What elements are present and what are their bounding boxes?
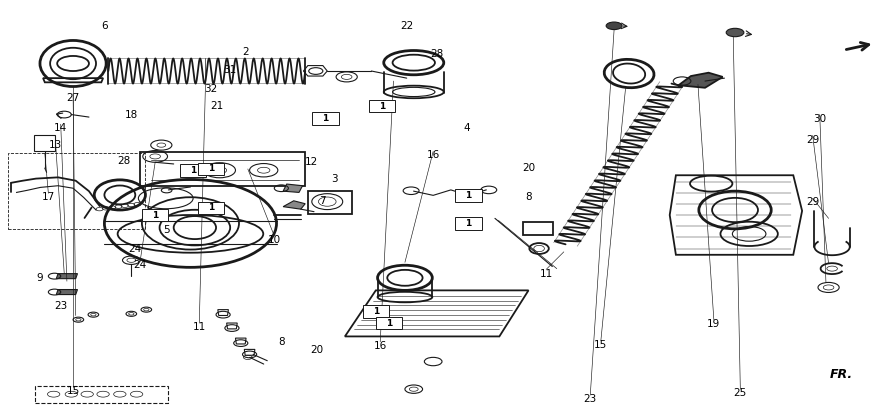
Text: 19: 19 <box>707 319 720 329</box>
Text: 30: 30 <box>813 114 827 124</box>
Text: 14: 14 <box>54 123 67 134</box>
Text: 15: 15 <box>594 340 607 350</box>
Text: 22: 22 <box>400 21 414 31</box>
FancyBboxPatch shape <box>197 202 224 214</box>
FancyBboxPatch shape <box>35 386 168 403</box>
Text: 1: 1 <box>465 191 471 200</box>
FancyBboxPatch shape <box>179 164 206 176</box>
Text: 28: 28 <box>431 49 444 59</box>
Polygon shape <box>283 184 302 192</box>
Text: 16: 16 <box>427 150 440 160</box>
Text: 24: 24 <box>133 260 147 270</box>
FancyBboxPatch shape <box>523 222 553 235</box>
FancyBboxPatch shape <box>455 217 482 230</box>
Text: 7: 7 <box>319 196 326 206</box>
Text: 16: 16 <box>374 341 387 351</box>
Text: 17: 17 <box>42 192 55 202</box>
Text: 32: 32 <box>204 84 217 94</box>
Text: 20: 20 <box>310 345 324 355</box>
Text: 1: 1 <box>465 219 471 228</box>
Text: 9: 9 <box>36 273 42 283</box>
Text: 23: 23 <box>54 301 67 311</box>
Text: 8: 8 <box>278 337 285 347</box>
Text: 5: 5 <box>164 225 170 235</box>
Text: 4: 4 <box>463 123 470 134</box>
Text: 1: 1 <box>190 166 196 175</box>
FancyBboxPatch shape <box>455 189 482 202</box>
FancyBboxPatch shape <box>142 209 168 221</box>
FancyBboxPatch shape <box>362 305 389 318</box>
FancyBboxPatch shape <box>369 100 395 113</box>
Text: 23: 23 <box>583 394 597 404</box>
Text: 20: 20 <box>522 163 535 173</box>
Text: 27: 27 <box>66 93 80 103</box>
Circle shape <box>606 22 622 29</box>
Text: 8: 8 <box>525 192 532 202</box>
FancyBboxPatch shape <box>376 317 402 329</box>
Text: 21: 21 <box>210 101 224 111</box>
Text: 11: 11 <box>193 322 206 332</box>
FancyBboxPatch shape <box>197 163 224 175</box>
Polygon shape <box>283 201 305 209</box>
Text: 18: 18 <box>125 110 138 120</box>
Text: 15: 15 <box>66 386 80 396</box>
Polygon shape <box>679 73 723 88</box>
Text: 1: 1 <box>152 210 158 220</box>
Text: 10: 10 <box>268 235 281 245</box>
Text: 12: 12 <box>305 157 318 167</box>
Text: 1: 1 <box>373 307 379 316</box>
Text: 6: 6 <box>102 21 108 31</box>
Text: 24: 24 <box>128 244 141 254</box>
Text: 1: 1 <box>208 203 214 213</box>
FancyBboxPatch shape <box>312 113 339 125</box>
Polygon shape <box>57 273 78 278</box>
Text: 1: 1 <box>323 114 329 123</box>
Circle shape <box>726 28 743 37</box>
Text: 2: 2 <box>243 47 249 57</box>
Text: FR.: FR. <box>829 368 852 381</box>
Polygon shape <box>57 289 78 294</box>
Text: 28: 28 <box>118 155 131 165</box>
Text: 3: 3 <box>331 173 338 184</box>
Text: 29: 29 <box>806 197 819 207</box>
Text: 29: 29 <box>806 135 819 144</box>
Text: 13: 13 <box>49 140 62 150</box>
Text: 1: 1 <box>386 318 392 328</box>
Text: 25: 25 <box>734 388 747 398</box>
Text: 31: 31 <box>224 65 237 75</box>
Text: 1: 1 <box>208 165 214 173</box>
Text: 11: 11 <box>539 269 552 278</box>
Text: 1: 1 <box>379 102 385 111</box>
